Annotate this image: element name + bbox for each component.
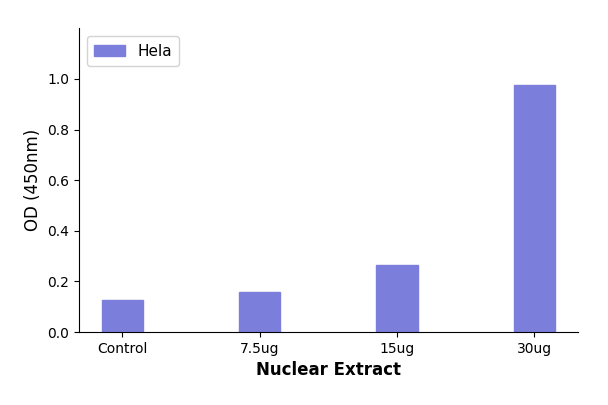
Bar xyxy=(514,85,555,332)
Legend: Hela: Hela xyxy=(87,36,179,66)
Bar xyxy=(102,301,143,332)
X-axis label: Nuclear Extract: Nuclear Extract xyxy=(256,361,401,379)
Y-axis label: OD (450nm): OD (450nm) xyxy=(24,129,42,231)
Bar xyxy=(376,265,418,332)
Bar xyxy=(239,292,280,332)
